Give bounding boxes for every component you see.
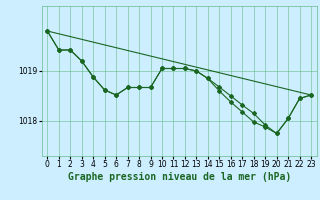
X-axis label: Graphe pression niveau de la mer (hPa): Graphe pression niveau de la mer (hPa): [68, 172, 291, 182]
